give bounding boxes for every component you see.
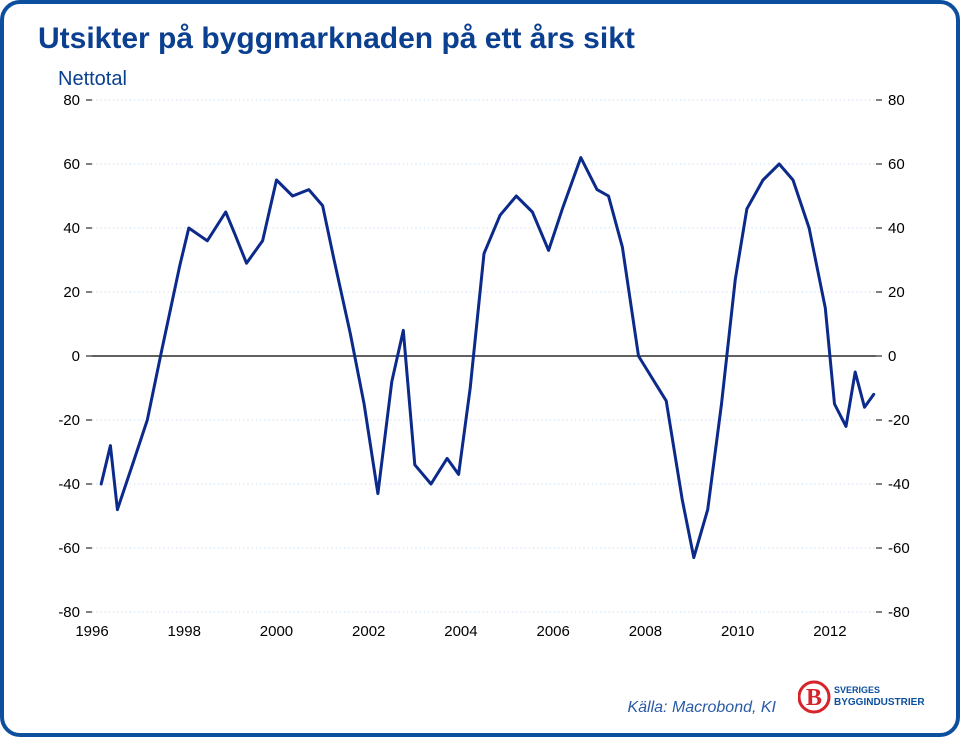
svg-text:2010: 2010 bbox=[721, 623, 754, 640]
svg-text:40: 40 bbox=[63, 220, 80, 237]
svg-text:20: 20 bbox=[63, 284, 80, 301]
svg-text:2002: 2002 bbox=[352, 623, 385, 640]
svg-text:2008: 2008 bbox=[629, 623, 662, 640]
svg-text:-60: -60 bbox=[888, 540, 910, 557]
slide-frame: Utsikter på byggmarknaden på ett års sik… bbox=[0, 0, 960, 737]
source-text: Källa: Macrobond, KI bbox=[627, 699, 776, 717]
svg-text:SVERIGES: SVERIGES bbox=[834, 685, 880, 695]
svg-text:60: 60 bbox=[888, 156, 905, 173]
svg-text:20: 20 bbox=[888, 284, 905, 301]
svg-text:2004: 2004 bbox=[444, 623, 477, 640]
svg-text:-80: -80 bbox=[888, 604, 910, 621]
svg-text:-20: -20 bbox=[888, 412, 910, 429]
svg-text:-80: -80 bbox=[58, 604, 80, 621]
page-title: Utsikter på byggmarknaden på ett års sik… bbox=[38, 22, 635, 56]
brand-logo: B SVERIGES BYGGINDUSTRIER bbox=[798, 673, 938, 721]
svg-text:2006: 2006 bbox=[536, 623, 569, 640]
svg-text:2012: 2012 bbox=[813, 623, 846, 640]
svg-text:BYGGINDUSTRIER: BYGGINDUSTRIER bbox=[834, 697, 925, 708]
svg-text:2000: 2000 bbox=[260, 623, 293, 640]
svg-text:0: 0 bbox=[888, 348, 896, 365]
chart-subtitle: Nettotal bbox=[58, 68, 127, 91]
line-chart: -80 -80 -60 -60 -40 -40 -20 -20 0 0 20 20 40 40 60 60 80… bbox=[44, 90, 924, 648]
svg-text:-20: -20 bbox=[58, 412, 80, 429]
svg-text:B: B bbox=[806, 685, 822, 711]
svg-text:-60: -60 bbox=[58, 540, 80, 557]
svg-text:-40: -40 bbox=[888, 476, 910, 493]
svg-text:40: 40 bbox=[888, 220, 905, 237]
svg-text:1998: 1998 bbox=[168, 623, 201, 640]
svg-text:1996: 1996 bbox=[75, 623, 108, 640]
svg-text:60: 60 bbox=[63, 156, 80, 173]
svg-text:-40: -40 bbox=[58, 476, 80, 493]
svg-text:0: 0 bbox=[72, 348, 80, 365]
svg-text:80: 80 bbox=[63, 92, 80, 109]
svg-text:80: 80 bbox=[888, 92, 905, 109]
